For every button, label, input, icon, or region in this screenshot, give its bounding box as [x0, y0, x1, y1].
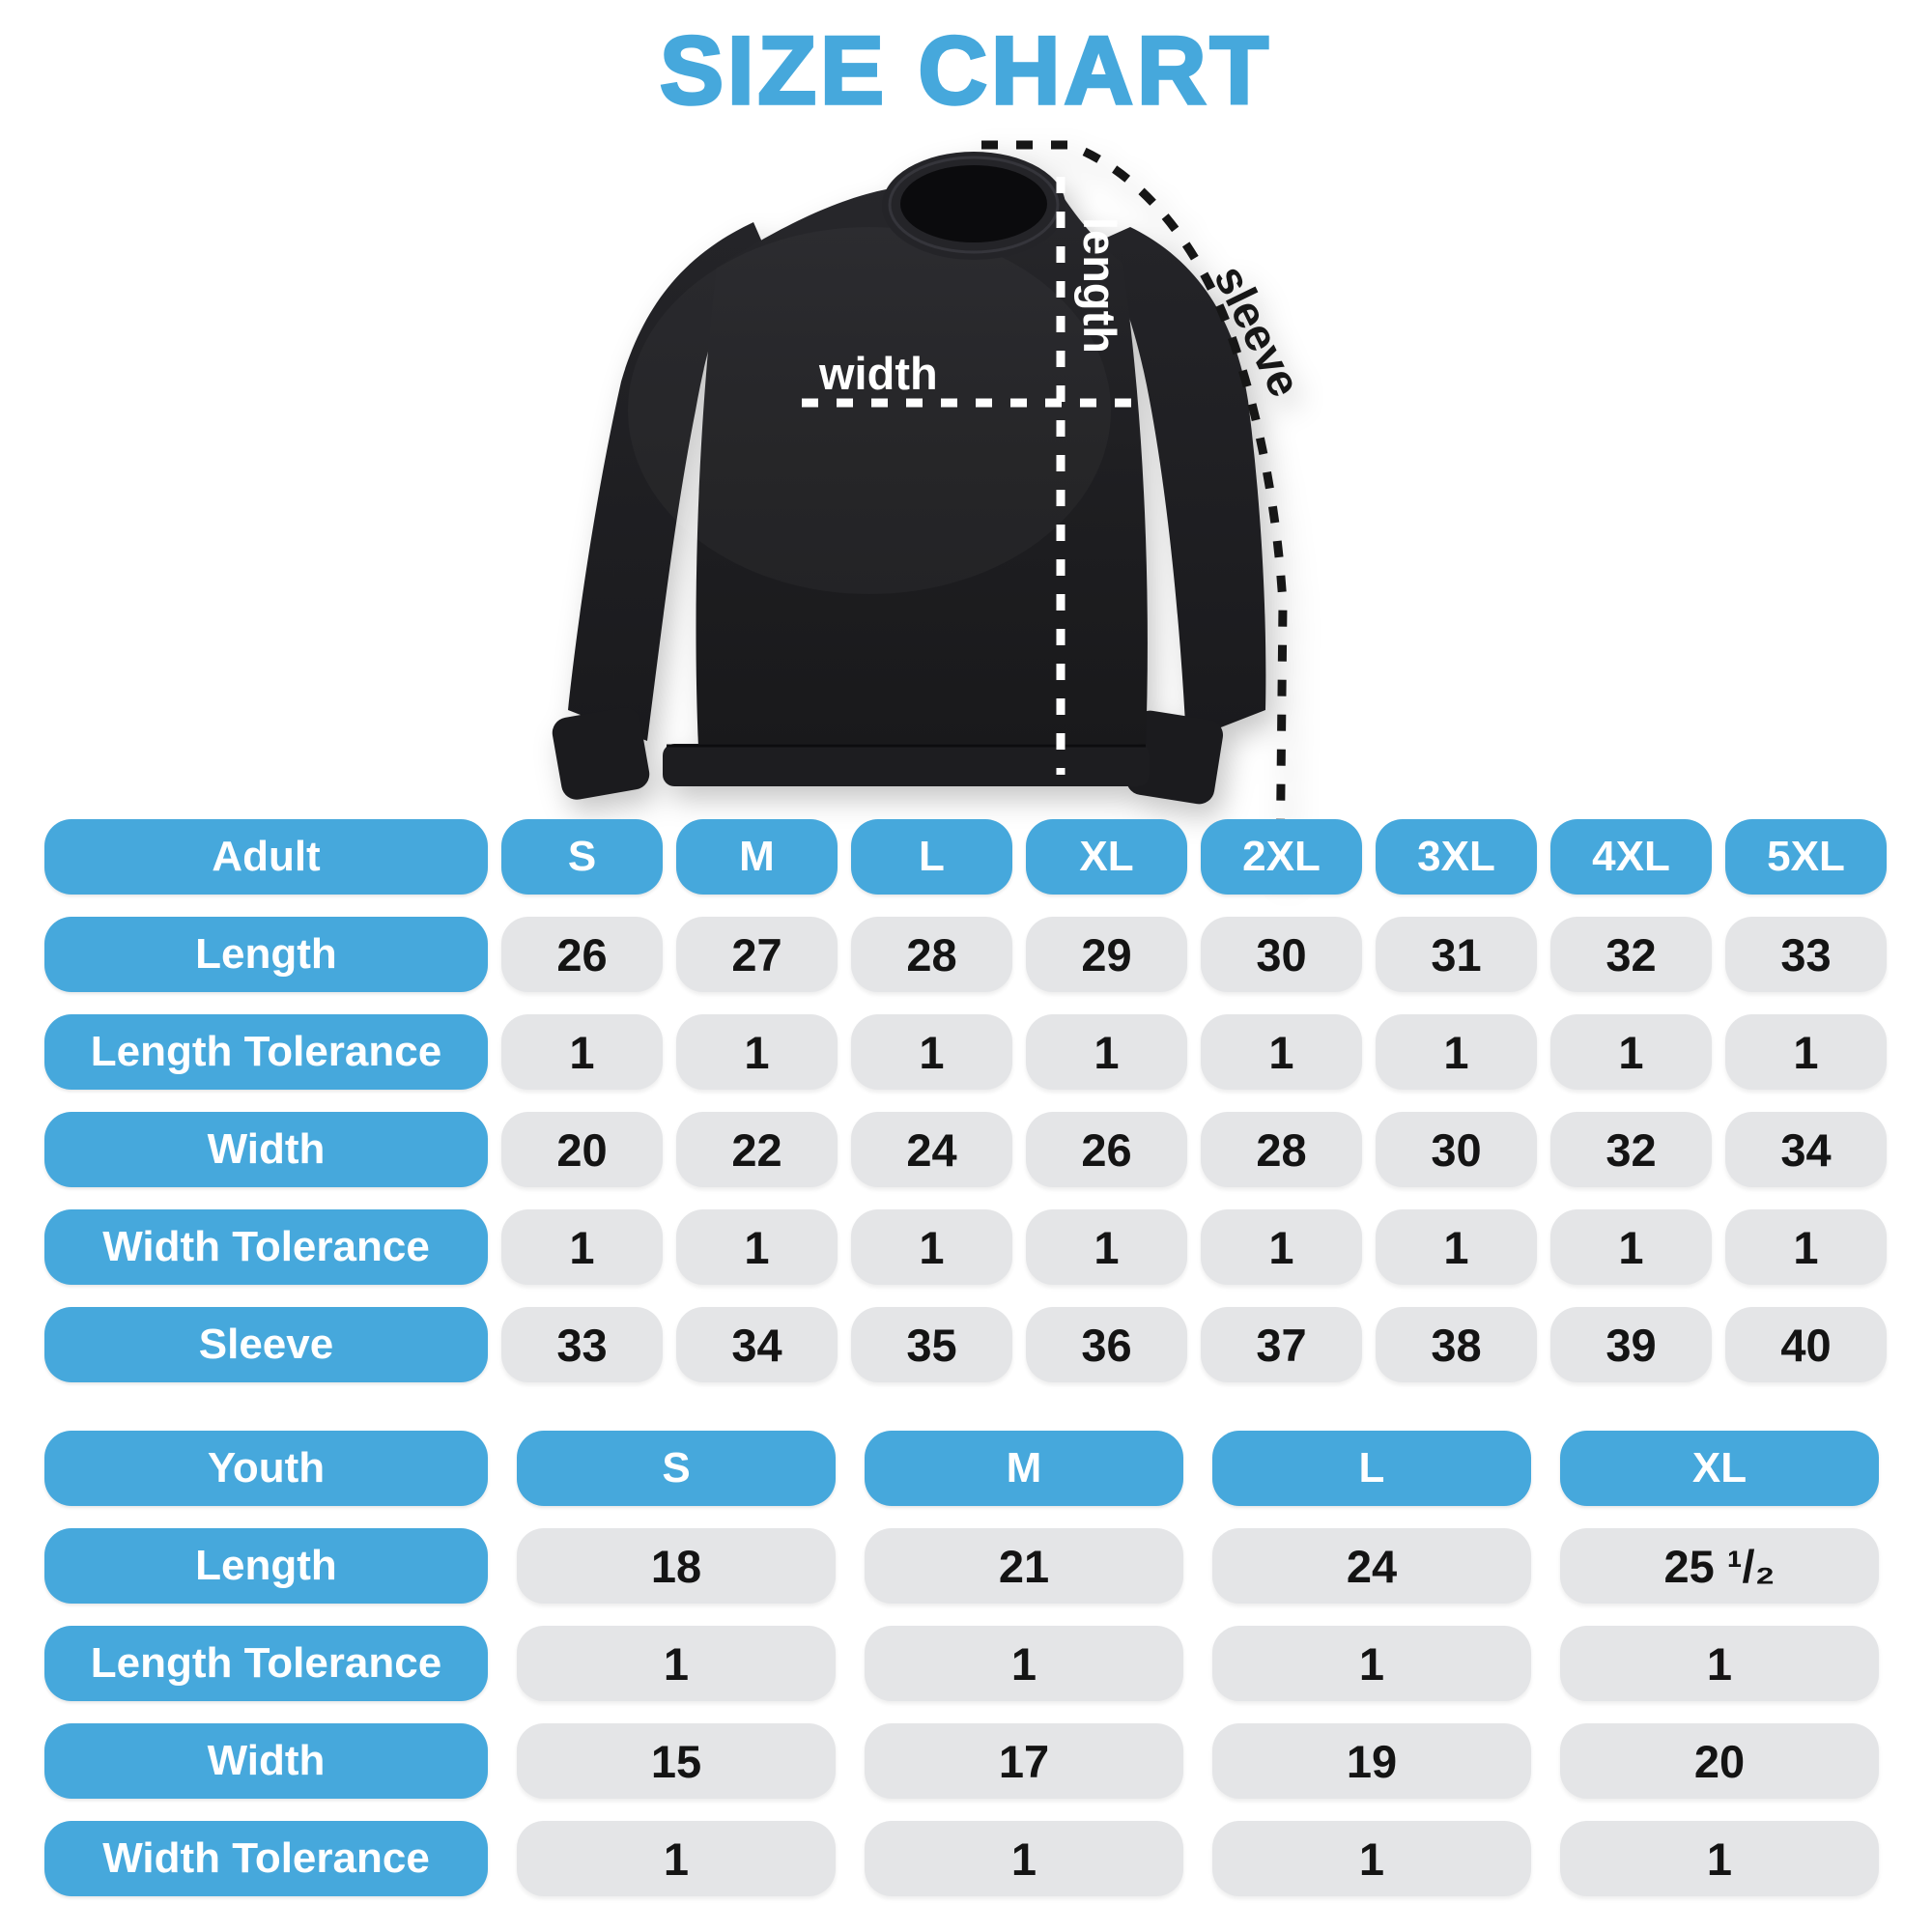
left-cuff: [552, 707, 650, 800]
value-cell: 25 ¹/₂: [1560, 1528, 1879, 1604]
size-column-header: XL: [1560, 1431, 1879, 1506]
value-cell: 36: [1026, 1307, 1187, 1382]
size-column-header: XL: [1026, 819, 1187, 895]
value-cell: 29: [1026, 917, 1187, 992]
row-label: Width: [44, 1723, 488, 1799]
value-cell: 28: [1201, 1112, 1362, 1187]
value-cell: 35: [851, 1307, 1012, 1382]
value-cell: 17: [865, 1723, 1183, 1799]
youth-size-table: Youth S M L XL Length 18 21 24 25 ¹/₂ Length Toler…: [44, 1431, 1879, 1896]
sleeve-measure-line: [981, 140, 1288, 875]
value-cell: 1: [851, 1209, 1012, 1285]
value-cell: 27: [676, 917, 838, 992]
value-cell: 1: [1026, 1014, 1187, 1090]
value-cell: 33: [1725, 917, 1887, 992]
value-cell: 39: [1550, 1307, 1712, 1382]
value-cell: 1: [517, 1821, 836, 1896]
row-label: Length Tolerance: [44, 1014, 488, 1090]
value-cell: 26: [501, 917, 663, 992]
value-cell: 1: [1212, 1626, 1531, 1701]
value-cell: 32: [1550, 917, 1712, 992]
page-title: SIZE CHART: [658, 14, 1272, 126]
value-cell: 1: [517, 1626, 836, 1701]
value-cell: 1: [1201, 1209, 1362, 1285]
right-sleeve: [1092, 227, 1266, 741]
value-cell: 26: [1026, 1112, 1187, 1187]
value-cell: 15: [517, 1723, 836, 1799]
size-column-header: S: [517, 1431, 836, 1506]
value-cell: 1: [1550, 1209, 1712, 1285]
value-cell: 31: [1376, 917, 1537, 992]
value-cell: 1: [1212, 1821, 1531, 1896]
length-label: length: [1074, 217, 1125, 354]
value-cell: 1: [676, 1209, 838, 1285]
sweatshirt-body: [696, 185, 1148, 748]
value-cell: 37: [1201, 1307, 1362, 1382]
value-cell: 40: [1725, 1307, 1887, 1382]
table-header-label: Youth: [44, 1431, 488, 1506]
value-cell: 22: [676, 1112, 838, 1187]
value-cell: 1: [501, 1014, 663, 1090]
table-header-label: Adult: [44, 819, 488, 895]
value-cell: 20: [501, 1112, 663, 1187]
value-cell: 1: [1560, 1821, 1879, 1896]
value-cell: 24: [1212, 1528, 1531, 1604]
value-cell: 1: [1725, 1209, 1887, 1285]
value-cell: 21: [865, 1528, 1183, 1604]
value-cell: 1: [1550, 1014, 1712, 1090]
row-label: Width Tolerance: [44, 1209, 488, 1285]
row-label: Sleeve: [44, 1307, 488, 1382]
size-column-header: 3XL: [1376, 819, 1537, 895]
fabric-highlight: [628, 227, 1111, 594]
value-cell: 1: [865, 1626, 1183, 1701]
size-column-header: M: [676, 819, 838, 895]
right-cuff: [1125, 710, 1224, 805]
left-sleeve: [568, 222, 763, 741]
size-column-header: 4XL: [1550, 819, 1712, 895]
row-label: Width: [44, 1112, 488, 1187]
size-column-header: 5XL: [1725, 819, 1887, 895]
value-cell: 1: [501, 1209, 663, 1285]
value-cell: 1: [1201, 1014, 1362, 1090]
value-cell: 19: [1212, 1723, 1531, 1799]
collar-rim: [888, 156, 1060, 254]
size-column-header: L: [851, 819, 1012, 895]
value-cell: 34: [676, 1307, 838, 1382]
value-cell: 1: [851, 1014, 1012, 1090]
value-cell: 1: [1026, 1209, 1187, 1285]
value-cell: 20: [1560, 1723, 1879, 1799]
size-column-header: M: [865, 1431, 1183, 1506]
value-cell: 1: [1376, 1209, 1537, 1285]
row-label: Length Tolerance: [44, 1626, 488, 1701]
hem-band: [663, 744, 1150, 786]
value-cell: 18: [517, 1528, 836, 1604]
value-cell: 33: [501, 1307, 663, 1382]
size-column-header: S: [501, 819, 663, 895]
value-cell: 1: [1376, 1014, 1537, 1090]
value-cell: 1: [1725, 1014, 1887, 1090]
value-cell: 1: [1560, 1626, 1879, 1701]
value-cell: 1: [676, 1014, 838, 1090]
value-cell: 1: [865, 1821, 1183, 1896]
width-label: width: [818, 348, 938, 399]
value-cell: 30: [1376, 1112, 1537, 1187]
row-label: Width Tolerance: [44, 1821, 488, 1896]
value-cell: 28: [851, 917, 1012, 992]
value-cell: 30: [1201, 917, 1362, 992]
row-label: Length: [44, 1528, 488, 1604]
value-cell: 32: [1550, 1112, 1712, 1187]
size-column-header: 2XL: [1201, 819, 1362, 895]
row-label: Length: [44, 917, 488, 992]
sweatshirt-figure: width length sleeve: [552, 140, 1312, 875]
collar-opening: [900, 165, 1047, 242]
size-column-header: L: [1212, 1431, 1531, 1506]
adult-size-table: Adult S M L XL 2XL 3XL 4XL 5XL Length 26 27 28 29 30 31…: [44, 819, 1887, 1382]
value-cell: 38: [1376, 1307, 1537, 1382]
value-cell: 34: [1725, 1112, 1887, 1187]
value-cell: 24: [851, 1112, 1012, 1187]
